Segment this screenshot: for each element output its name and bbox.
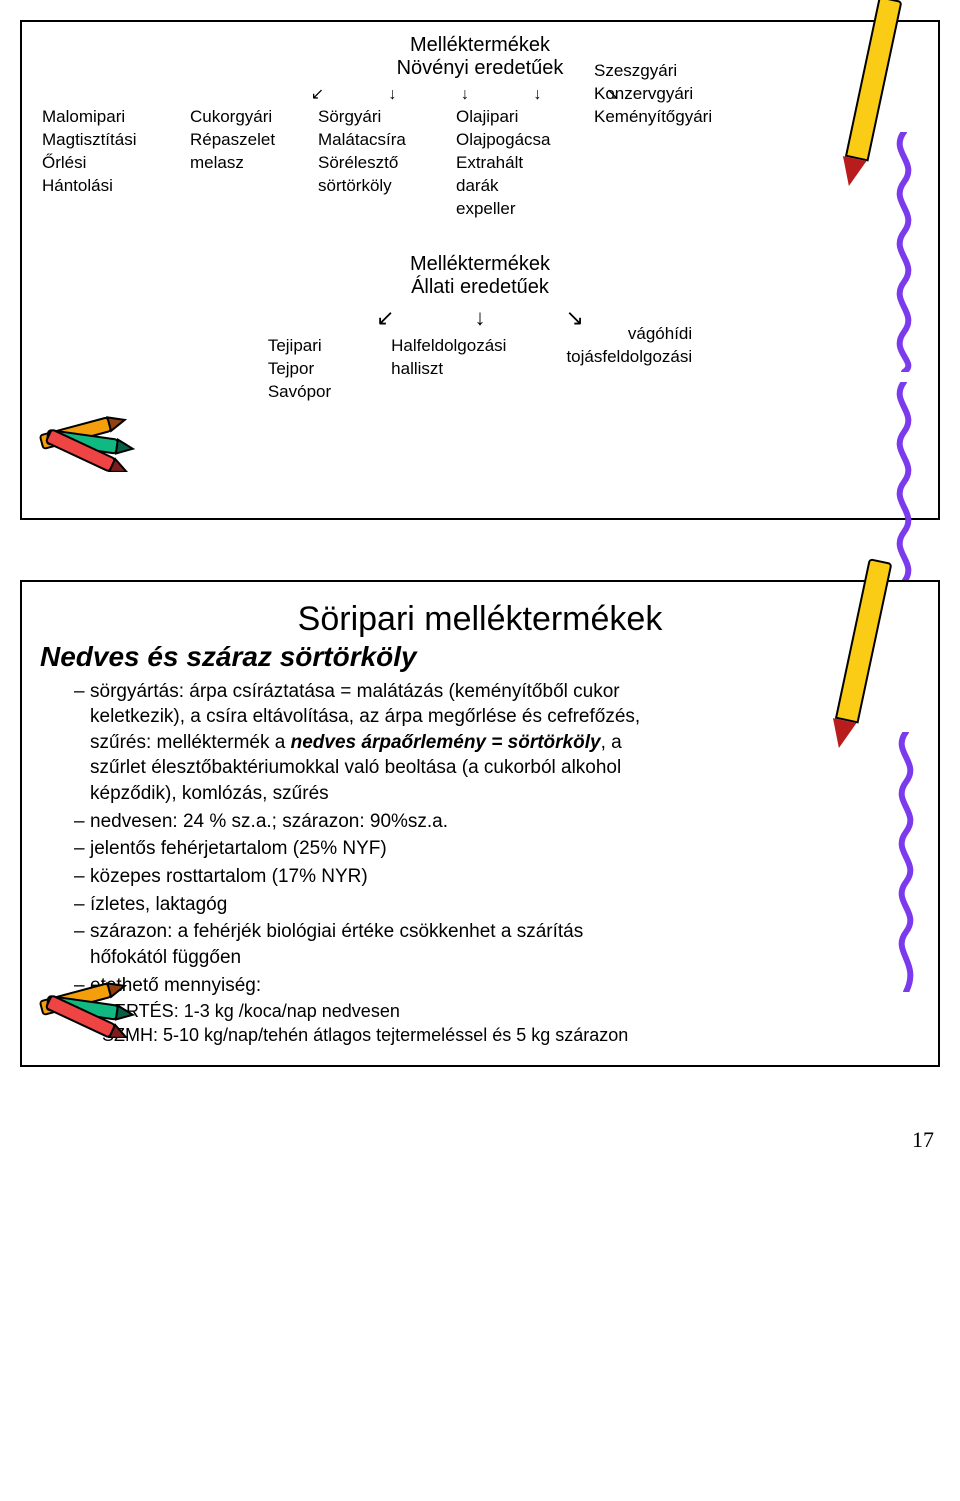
- scribble-icon-1: [884, 132, 924, 372]
- bullet-list: sörgyártás: árpa csíráztatása = malátázá…: [74, 679, 922, 999]
- col-cukorgyari: Cukorgyári Répaszelet melasz: [190, 106, 300, 175]
- col-vagohidi: vágóhídi tojásfeldolgozási: [566, 323, 692, 369]
- head-sor: Sörgyári: [318, 106, 438, 129]
- title-novenyi: Növényi eredetűek: [38, 57, 922, 80]
- head-malom: Malomipari: [42, 106, 172, 129]
- title-mellektermekek-2: Melléktermékek: [38, 253, 922, 276]
- crayons-icon-2: [32, 968, 152, 1043]
- col-olajipari: Olajipari Olajpogácsa Extrahált darák ex…: [456, 106, 576, 221]
- card-soripari: Söripari melléktermékek Nedves és száraz…: [20, 580, 940, 1067]
- col-sorgyari: Sörgyári Malátacsíra Sörélesztő sörtörkö…: [318, 106, 438, 198]
- bullet-4: közepes rosttartalom (17% NYR): [74, 864, 922, 890]
- head-cukor: Cukorgyári: [190, 106, 300, 129]
- bullet-2: nedvesen: 24 % sz.a.; szárazon: 90%sz.a.: [74, 809, 922, 835]
- col-right-branch: Szeszgyári Konzervgyári Keményítőgyári: [594, 60, 754, 129]
- arrow-fan-2: ↙↓↘: [38, 305, 922, 331]
- bullet-3: jelentős fehérjetartalom (25% NYF): [74, 836, 922, 862]
- subtitle-nedves: Nedves és száraz sörtörköly: [40, 641, 922, 673]
- title-allati: Állati eredetűek: [38, 276, 922, 299]
- col-malomipari: Malomipari Magtisztítási Őrlési Hántolás…: [42, 106, 172, 198]
- head-olaj: Olajipari: [456, 106, 576, 129]
- sub-sertes: SERTÉS: 1-3 kg /koca/nap nedvesen: [102, 1000, 922, 1023]
- page-number: 17: [20, 1127, 940, 1153]
- head-tej: Tejipari: [268, 335, 331, 358]
- sub-szmh: SZMH: 5-10 kg/nap/tehén átlagos tejterme…: [102, 1024, 922, 1047]
- col-tejipari: Tejipari Tejpor Savópor: [268, 335, 331, 404]
- bullet-5: ízletes, laktagóg: [74, 892, 922, 918]
- crayons-icon-1: [32, 402, 152, 477]
- arrow-fan-1: ↙ ↓ ↓ ↓ ↘: [38, 84, 922, 104]
- title-mellektermekek-1: Melléktermékek: [38, 34, 922, 57]
- col-halfeldolgozasi: Halfeldolgozási halliszt: [391, 335, 506, 381]
- title-soripari: Söripari melléktermékek: [38, 600, 922, 639]
- bullet-1: sörgyártás: árpa csíráztatása = malátázá…: [74, 679, 922, 807]
- diagram-card-plant-animal: Melléktermékek Növényi eredetűek ↙ ↓ ↓ ↓…: [20, 20, 940, 520]
- scribble-icon-2: [884, 382, 924, 582]
- head-hal: Halfeldolgozási: [391, 335, 506, 358]
- bullet-6: szárazon: a fehérjék biológiai értéke cs…: [74, 919, 922, 970]
- bullet-7: etethető mennyiség:: [74, 973, 922, 999]
